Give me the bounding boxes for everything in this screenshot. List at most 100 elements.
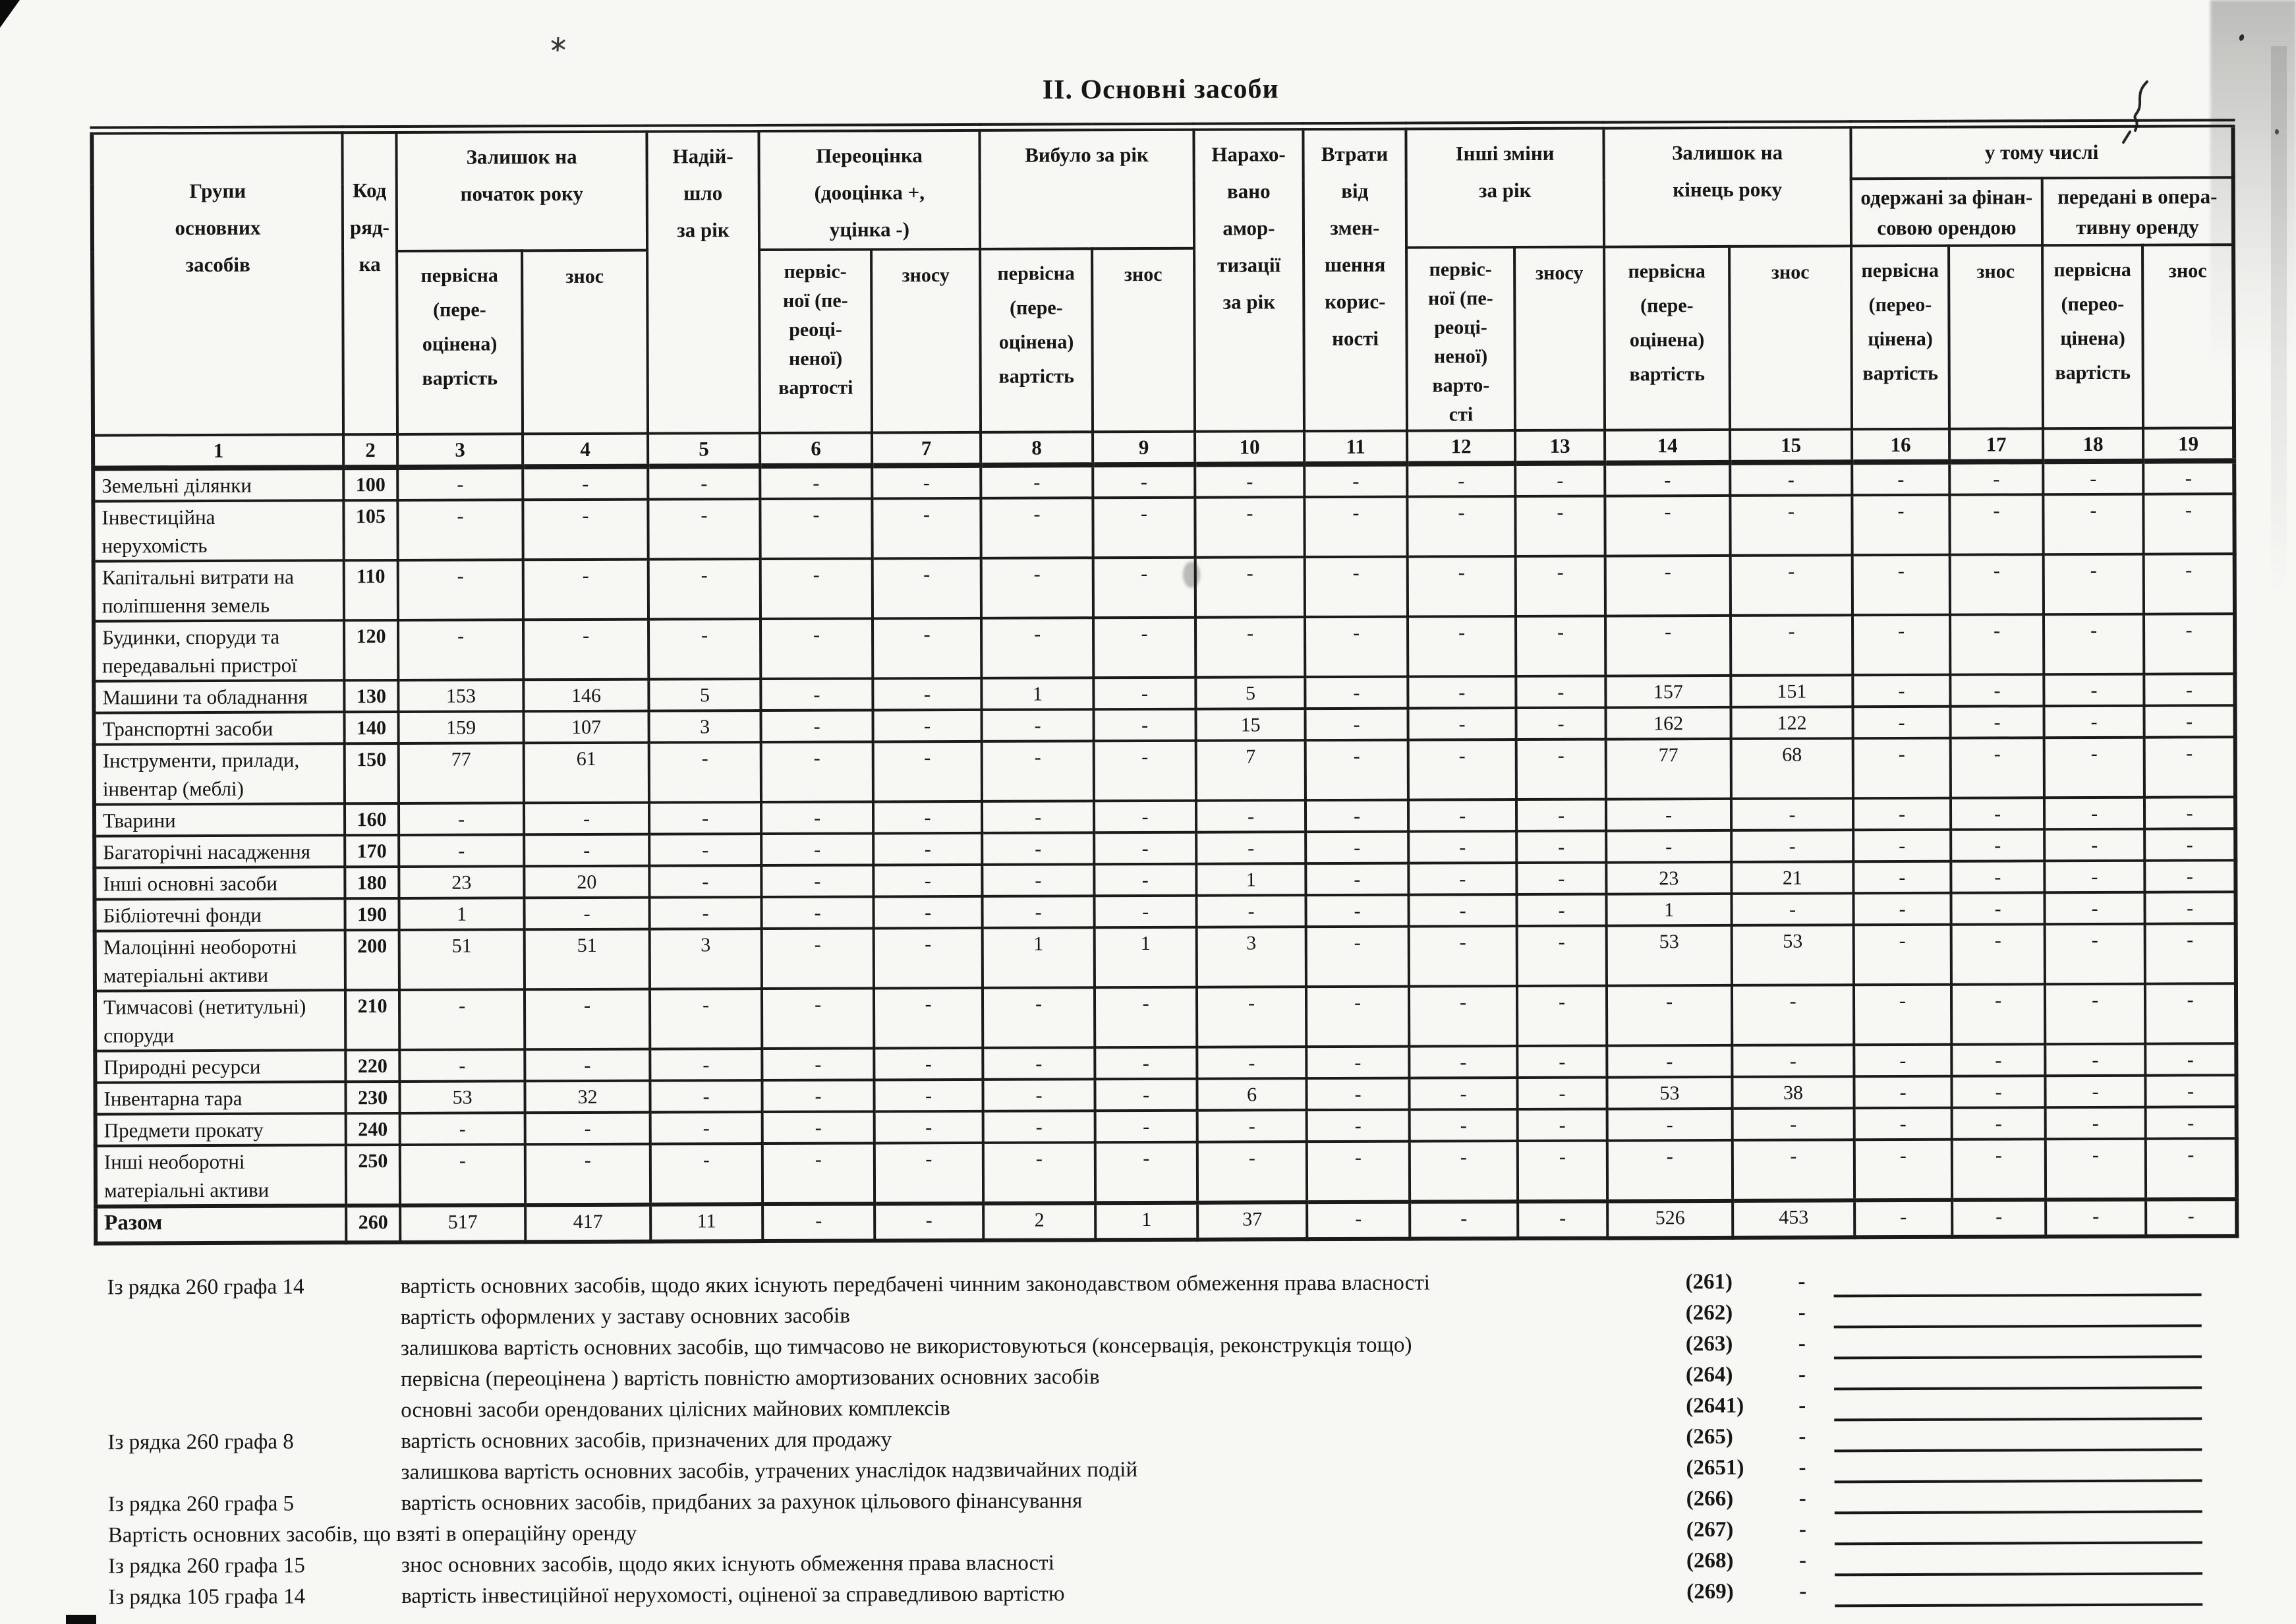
row-label: Малоцінні необоротні матеріальні активи — [94, 930, 345, 991]
data-cell: - — [1306, 1046, 1410, 1079]
data-cell: - — [1093, 677, 1196, 710]
data-cell: - — [1949, 494, 2044, 555]
data-cell: - — [873, 896, 983, 929]
data-cell: - — [1950, 738, 2044, 798]
data-cell: - — [1093, 557, 1196, 618]
footnote-value: - — [1798, 1331, 1806, 1356]
row-code: 200 — [345, 929, 399, 991]
column-number: 1 — [93, 434, 344, 469]
data-cell: 11 — [650, 1204, 763, 1242]
data-cell: - — [1409, 1046, 1518, 1078]
data-cell: - — [524, 834, 650, 867]
footnote-value: - — [1798, 1517, 1806, 1542]
data-cell: - — [1408, 926, 1517, 987]
subheader-initial-value: первісна (пере- оцінена) вартість — [980, 248, 1093, 432]
data-cell: - — [1516, 830, 1607, 863]
data-cell: - — [1852, 738, 1951, 799]
row-label: Машини та обладнання — [94, 680, 345, 713]
row-code: 260 — [346, 1205, 401, 1243]
row-label: Інші необоротні матеріальні активи — [95, 1145, 347, 1207]
data-cell: - — [1408, 616, 1516, 677]
subheader-initial-value: первісна (перео- цінена) вартість — [1851, 245, 1950, 430]
data-cell: - — [1306, 926, 1409, 987]
footnote-value-field: - — [1788, 1422, 2210, 1453]
data-cell: - — [1305, 616, 1408, 678]
row-code: 240 — [345, 1113, 400, 1146]
data-cell: 146 — [523, 679, 649, 712]
data-cell: - — [2146, 1199, 2237, 1236]
data-cell: - — [2144, 737, 2235, 798]
data-cell: - — [1516, 862, 1607, 895]
footnote-value-field: - — [1789, 1484, 2210, 1515]
data-cell: - — [873, 987, 983, 1049]
column-number: 2 — [343, 434, 398, 468]
data-cell: - — [873, 618, 982, 679]
data-cell: - — [523, 619, 649, 680]
column-number: 4 — [523, 433, 648, 467]
footnote-underline — [1834, 1510, 2202, 1515]
data-cell: - — [1516, 985, 1607, 1047]
data-cell: - — [1607, 1140, 1733, 1202]
footnote-row: Із рядка 105 графа 14 вартість інвестицій… — [108, 1577, 2210, 1615]
footnote-text: Вартість основних засобів, що взяті в оп… — [107, 1521, 637, 1548]
footnote-value-field: - — [1788, 1391, 2210, 1422]
footnote-prefix: Із рядка 260 графа 15 — [107, 1553, 305, 1579]
data-cell: - — [1854, 1076, 1952, 1109]
data-cell: - — [2144, 797, 2236, 829]
data-cell: - — [1515, 463, 1605, 497]
column-number: 7 — [872, 432, 981, 466]
data-cell: - — [762, 1143, 875, 1205]
data-cell: - — [399, 1113, 525, 1145]
footnote-value: - — [1798, 1548, 1807, 1573]
footnote-underline — [1833, 1355, 2202, 1360]
data-cell: - — [1950, 798, 2045, 830]
row-code: 170 — [345, 834, 399, 867]
data-cell: - — [1605, 462, 1731, 496]
data-cell: - — [873, 709, 982, 742]
footnote-text: вартість основних засобів, придбаних за … — [401, 1489, 1083, 1515]
data-cell: - — [2044, 737, 2144, 798]
data-cell: - — [1854, 1044, 1952, 1077]
row-label: Транспортні засоби — [94, 712, 345, 745]
data-cell: - — [2044, 892, 2145, 925]
data-cell: - — [2143, 494, 2235, 554]
data-cell: - — [2144, 614, 2235, 674]
data-cell: - — [981, 741, 1094, 801]
header-impairment: Втрати від змен- шення корис- ності — [1303, 126, 1408, 432]
data-cell: - — [762, 1204, 875, 1242]
data-cell: - — [649, 897, 762, 929]
footnote-underline — [1834, 1541, 2202, 1546]
header-disposed: Вибуло за рік — [979, 127, 1195, 249]
data-cell: - — [1305, 799, 1409, 832]
data-cell: - — [1731, 830, 1854, 862]
data-cell: - — [1408, 708, 1516, 740]
data-cell: - — [1196, 832, 1306, 864]
data-cell: - — [762, 1080, 875, 1113]
header-opening-balance: Залишок на початок року — [396, 129, 648, 251]
footnote-underline — [1835, 1603, 2203, 1608]
data-cell: - — [1094, 832, 1197, 865]
data-cell: - — [1516, 739, 1606, 800]
data-cell: 1 — [981, 678, 1094, 710]
data-cell: - — [1093, 464, 1195, 498]
scan-bottom-mark — [66, 1615, 96, 1624]
data-cell: - — [523, 802, 650, 835]
data-cell: - — [1853, 861, 1951, 894]
column-number: 13 — [1515, 430, 1605, 464]
data-cell: - — [2145, 1138, 2237, 1200]
data-cell: - — [1852, 614, 1951, 676]
table-row: Інші необоротні матеріальні активи 250- - -… — [95, 1138, 2237, 1207]
footnote-value: - — [1798, 1455, 1806, 1480]
data-cell: - — [1730, 495, 1852, 556]
header-including: у тому числі — [1851, 123, 2233, 179]
data-cell: 1 — [1196, 863, 1306, 896]
data-cell: - — [523, 466, 648, 500]
footnote-text: залишкова вартість основних засобів, утр… — [401, 1458, 1138, 1484]
data-cell: - — [649, 865, 762, 898]
data-cell: - — [1952, 1200, 2046, 1237]
data-cell: - — [1515, 496, 1605, 557]
header-other-changes: Інші зміни за рік — [1406, 125, 1605, 248]
data-cell: - — [1517, 1077, 1607, 1110]
data-cell: - — [524, 897, 650, 930]
data-cell: - — [650, 1080, 762, 1113]
